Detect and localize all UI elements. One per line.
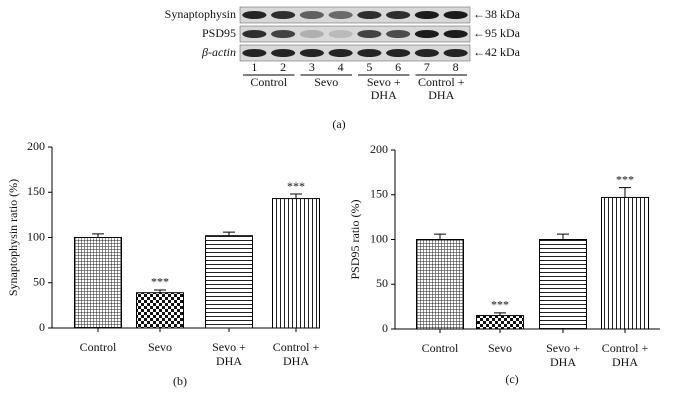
lane-number: 4: [338, 60, 344, 74]
bar: [205, 235, 253, 329]
blot-row-label: Synaptophysin: [165, 7, 236, 21]
lane-number: 7: [424, 60, 430, 74]
blot-band: [271, 11, 296, 19]
x-tick-label: Sevo: [488, 341, 512, 355]
blot-band: [386, 49, 411, 57]
significance-label: ***: [616, 172, 634, 186]
blot-band: [443, 11, 468, 19]
y-tick-label: 150: [27, 184, 45, 198]
significance-label: ***: [287, 179, 305, 193]
blot-strip: [239, 6, 471, 24]
blot-size-label: ←38 kDa: [473, 7, 521, 21]
panel-caption: (c): [505, 372, 518, 386]
blot-band: [242, 11, 267, 19]
blot-band: [414, 30, 439, 38]
y-axis-label: PSD95 ratio (%): [348, 200, 362, 280]
x-tick-label: DHA: [283, 354, 309, 368]
x-tick-label: DHA: [216, 354, 242, 368]
blot-band: [443, 49, 468, 57]
y-tick-label: 0: [39, 320, 45, 334]
error-bar: [557, 233, 569, 240]
blot-size-label: ←95 kDa: [473, 26, 521, 40]
x-tick-label: Control +: [602, 341, 649, 355]
bar: [416, 239, 464, 330]
group-label: Control: [250, 75, 287, 89]
error-bar: [619, 187, 631, 198]
x-tick-label: Sevo +: [212, 340, 246, 354]
lane-number: 1: [251, 60, 257, 74]
blot-band: [271, 30, 296, 38]
x-tick-label: Sevo +: [546, 341, 580, 355]
y-axis-label: Synaptophysin ratio (%): [6, 179, 20, 296]
blot-size-label: ←42 kDa: [473, 45, 521, 59]
y-tick-label: 200: [370, 142, 388, 156]
x-tick-label: DHA: [550, 355, 576, 369]
blot-band: [357, 49, 382, 57]
error-bar: [290, 193, 302, 199]
blot-band: [271, 49, 296, 57]
y-tick-label: 50: [376, 276, 388, 290]
error-bar: [154, 289, 166, 293]
y-tick-label: 50: [33, 275, 45, 289]
blot-band: [386, 30, 411, 38]
group-label: DHA: [371, 88, 397, 102]
group-label: Control +: [418, 75, 465, 89]
error-bar: [92, 233, 104, 238]
bar: [476, 315, 524, 330]
y-tick-label: 200: [27, 139, 45, 153]
lane-number: 6: [395, 60, 401, 74]
bar: [74, 237, 122, 329]
blot-band: [328, 49, 353, 57]
blot-band: [299, 30, 324, 38]
blot-band: [443, 30, 468, 38]
group-label: DHA: [428, 88, 454, 102]
group-label: Sevo: [314, 75, 338, 89]
y-tick-label: 0: [382, 321, 388, 335]
y-tick-label: 150: [370, 187, 388, 201]
lane-number: 2: [280, 60, 286, 74]
lane-number: 8: [453, 60, 459, 74]
bar: [601, 196, 649, 330]
y-tick-label: 100: [27, 229, 45, 243]
significance-label: ***: [491, 298, 509, 312]
x-tick-label: DHA: [612, 355, 638, 369]
lane-number: 3: [309, 60, 315, 74]
blot-band: [414, 11, 439, 19]
error-bar: [223, 231, 235, 236]
bar: [539, 239, 587, 330]
panel-caption: (a): [332, 117, 345, 131]
x-tick-label: Control: [80, 340, 117, 354]
bar: [272, 198, 320, 329]
lane-number: 5: [366, 60, 372, 74]
blot-band: [328, 30, 353, 38]
blot-band: [242, 49, 267, 57]
blot-strip: [239, 25, 471, 43]
blot-strip: [239, 44, 471, 62]
y-tick-label: 100: [370, 231, 388, 245]
blot-band: [242, 30, 267, 38]
x-tick-label: Sevo: [148, 340, 172, 354]
x-tick-label: Control +: [273, 340, 320, 354]
blot-band: [299, 11, 324, 19]
blot-band: [328, 11, 353, 19]
group-label: Sevo +: [367, 75, 401, 89]
significance-label: ***: [151, 275, 169, 289]
blot-band: [357, 11, 382, 19]
blot-band: [414, 49, 439, 57]
error-bar: [434, 233, 446, 240]
blot-band: [386, 11, 411, 19]
blot-band: [357, 30, 382, 38]
blot-row-label: β-actin: [201, 45, 236, 59]
blot-band: [299, 49, 324, 57]
x-tick-label: Control: [422, 341, 459, 355]
panel-caption: (b): [173, 374, 187, 388]
blot-row-label: PSD95: [202, 26, 236, 40]
error-bar: [494, 312, 506, 316]
bar: [136, 292, 184, 329]
